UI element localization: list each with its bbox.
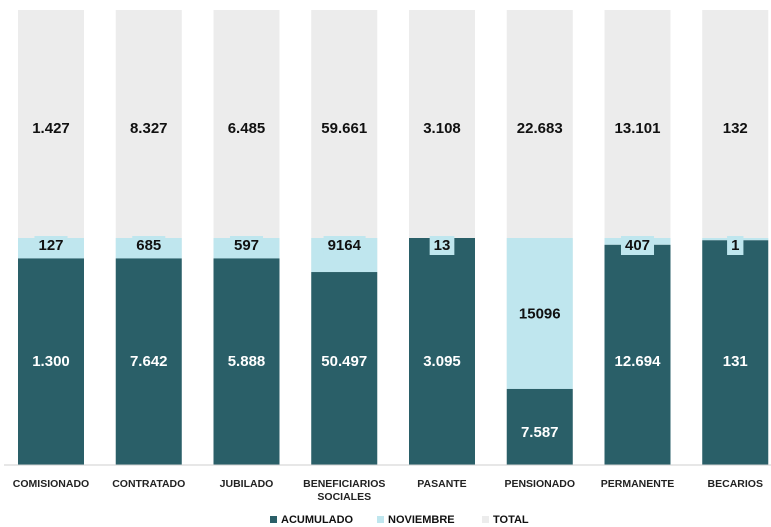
bars-layer: 1.427 127 1.300 8.327 685 7.642 6.485 597 5.888 5… bbox=[18, 10, 769, 465]
acumulado-bar bbox=[409, 238, 475, 465]
noviembre-bar bbox=[506, 238, 573, 389]
acumulado-value-label-group: 1.300 bbox=[32, 353, 70, 370]
total-value-label: 59.661 bbox=[321, 120, 367, 137]
acumulado-value-label: 7.587 bbox=[521, 424, 559, 441]
noviembre-value-label-background bbox=[34, 236, 68, 255]
category-label: COMISIONADO bbox=[13, 478, 89, 490]
legend-label: ACUMULADO bbox=[281, 514, 354, 526]
noviembre-value-label: 407 bbox=[625, 237, 650, 254]
legend-item: NOVIEMBRE bbox=[377, 514, 455, 526]
noviembre-value-label: 685 bbox=[136, 237, 161, 254]
category-label: CONTRATADO bbox=[112, 478, 185, 490]
acumulado-value-label-group: 131 bbox=[723, 353, 748, 370]
total-value-label: 13.101 bbox=[615, 120, 661, 137]
acumulado-value-label-group: 12.694 bbox=[615, 353, 662, 370]
category-label: BECARIOS bbox=[708, 478, 763, 490]
noviembre-value-label-group: 1 bbox=[727, 236, 744, 255]
noviembre-value-label-group: 407 bbox=[620, 236, 655, 255]
noviembre-value-label: 127 bbox=[38, 237, 63, 254]
acumulado-value-label: 3.095 bbox=[423, 353, 461, 370]
category-label: BENEFICIARIOS SOCIALES bbox=[303, 478, 385, 503]
acumulado-value-label-group: 50.497 bbox=[321, 353, 367, 370]
acumulado-bar bbox=[702, 240, 769, 465]
acumulado-value-label: 50.497 bbox=[321, 353, 367, 370]
total-value-label-group: 6.485 bbox=[228, 120, 266, 137]
total-value-label: 132 bbox=[723, 120, 748, 137]
noviembre-value-label-background bbox=[229, 236, 264, 255]
total-value-label-group: 3.108 bbox=[423, 120, 461, 137]
noviembre-value-label-group: 597 bbox=[229, 236, 264, 255]
total-value-label: 22.683 bbox=[517, 120, 563, 137]
acumulado-value-label: 12.694 bbox=[615, 353, 662, 370]
noviembre-value-label-group: 9164 bbox=[323, 236, 366, 255]
acumulado-value-label-group: 3.095 bbox=[423, 353, 461, 370]
legend-label: TOTAL bbox=[493, 514, 529, 526]
total-value-label-group: 59.661 bbox=[321, 120, 367, 137]
acumulado-bar bbox=[311, 272, 378, 465]
noviembre-value-label-background bbox=[132, 236, 166, 255]
category-labels: COMISIONADO CONTRATADO JUBILADO BENEFICIARI… bbox=[13, 478, 763, 503]
legend-swatch bbox=[270, 516, 277, 523]
noviembre-value-label: 9164 bbox=[328, 237, 362, 254]
noviembre-value-label-background bbox=[620, 236, 655, 255]
total-value-label-group: 13.101 bbox=[615, 120, 661, 137]
noviembre-value-label-background bbox=[323, 236, 366, 255]
category-label: PASANTE bbox=[417, 478, 466, 490]
legend-item: ACUMULADO bbox=[270, 514, 354, 526]
total-value-label-group: 1.427 bbox=[32, 120, 70, 137]
total-value-label: 8.327 bbox=[130, 120, 168, 137]
noviembre-value-label-group: 13 bbox=[429, 236, 455, 255]
acumulado-bar bbox=[506, 388, 573, 465]
legend-label: NOVIEMBRE bbox=[388, 514, 455, 526]
noviembre-value-label: 13 bbox=[434, 237, 451, 254]
category-label: JUBILADO bbox=[220, 478, 274, 490]
noviembre-value-label-background bbox=[429, 236, 455, 255]
acumulado-value-label: 131 bbox=[723, 353, 748, 370]
acumulado-value-label: 7.642 bbox=[130, 353, 168, 370]
acumulado-value-label: 1.300 bbox=[32, 353, 70, 370]
legend-item: TOTAL bbox=[482, 514, 529, 526]
legend-swatch bbox=[377, 516, 384, 523]
category-label: PENSIONADO bbox=[504, 478, 575, 490]
acumulado-value-label-group: 5.888 bbox=[228, 353, 266, 370]
acumulado-bar bbox=[213, 258, 280, 465]
acumulado-value-label-group: 7.642 bbox=[130, 353, 168, 370]
noviembre-value-label: 597 bbox=[234, 237, 259, 254]
acumulado-bar bbox=[18, 258, 84, 465]
noviembre-value-label-group: 15096 bbox=[519, 305, 561, 322]
acumulado-value-label-group: 7.587 bbox=[521, 424, 559, 441]
noviembre-value-label-background bbox=[727, 236, 744, 255]
noviembre-value-label-group: 127 bbox=[34, 236, 68, 255]
acumulado-value-label: 5.888 bbox=[228, 353, 266, 370]
acumulado-bar bbox=[604, 244, 671, 465]
noviembre-value-label-group: 685 bbox=[132, 236, 166, 255]
total-value-label: 3.108 bbox=[423, 120, 461, 137]
total-value-label-group: 22.683 bbox=[517, 120, 563, 137]
total-value-label: 1.427 bbox=[32, 120, 70, 137]
category-label: PERMANENTE bbox=[601, 478, 675, 490]
legend-swatch bbox=[482, 516, 489, 523]
total-value-label: 6.485 bbox=[228, 120, 266, 137]
total-value-label-group: 132 bbox=[723, 120, 748, 137]
noviembre-value-label: 15096 bbox=[519, 305, 561, 322]
noviembre-value-label: 1 bbox=[731, 237, 739, 254]
total-value-label-group: 8.327 bbox=[130, 120, 168, 137]
acumulado-bar bbox=[115, 258, 182, 465]
legend: ACUMULADO NOVIEMBRE TOTAL bbox=[270, 514, 529, 526]
